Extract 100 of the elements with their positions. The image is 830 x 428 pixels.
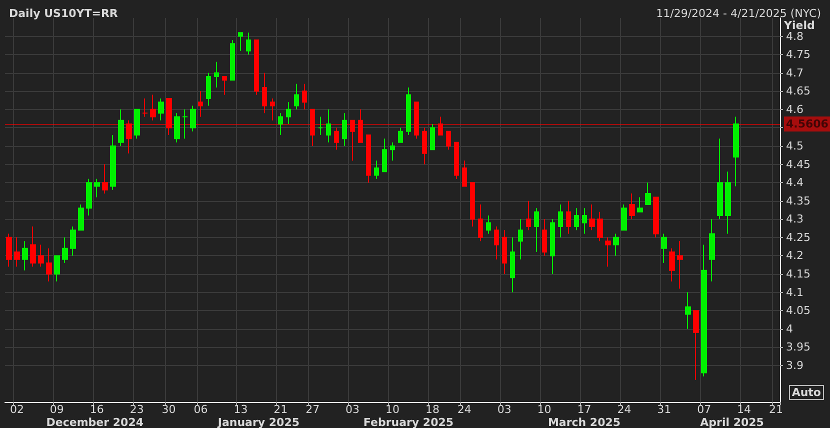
y-tick-label: 4.2 [786,249,804,262]
x-tick-label: 07 [697,403,712,416]
y-tick-label: 4.4 [786,176,804,190]
candlestick [398,127,403,143]
x-tick-label: 31 [657,403,672,416]
candlestick [262,72,267,114]
x-tick-label: 10 [386,403,400,416]
candlestick [190,105,196,132]
y-tick-label: 4.1 [786,286,804,299]
x-tick-label: 24 [457,403,472,416]
auto-button: Auto [788,385,824,400]
candlestick [166,98,172,136]
candlestick [494,226,499,260]
candlestick [46,248,52,282]
candlestick [286,102,291,125]
candlestick [102,164,108,194]
text: March 2025 [548,416,621,428]
ref-line-label: 4.5606 [786,118,829,131]
candlestick [38,244,44,268]
candlestick [142,98,148,118]
candlestick [350,120,355,162]
candlestick [110,134,116,190]
y-tick-label: 4.65 [786,84,810,98]
candlestick [422,127,427,165]
candlestick [206,72,211,106]
candlestick [294,83,299,110]
candlestick [230,39,235,81]
candlestick [174,112,180,143]
x-tick-label: 18 [425,403,440,416]
candlestick [150,94,156,121]
candlestick [462,160,467,187]
candlestick [414,102,419,140]
candlestick [502,230,507,274]
candlestick [582,208,587,234]
x-tick-label: 06 [194,403,208,416]
y-tick-label: 4.8 [786,30,804,43]
candlestick [246,32,251,56]
candlestick [238,32,243,52]
candlestick [733,116,739,187]
y-tick-label: 4.5 [786,140,804,152]
candlestick [725,171,731,234]
candlestick [550,218,555,274]
candlestick [454,142,459,180]
candlestick [78,204,84,231]
candlestick [558,204,563,238]
candlestick [198,90,203,118]
x-tick-label: 13 [234,403,248,416]
candlestick [310,108,315,146]
candlestick [86,178,92,216]
candlestick [661,233,667,264]
candlestick [574,208,579,231]
candlestick [358,108,363,143]
candlestick [438,116,443,136]
y-tick-label: 4.45 [786,158,810,171]
candlestick [222,76,227,96]
candlestick [278,112,283,136]
x-tick-label: 09 [50,403,64,416]
candlestick [302,83,307,110]
y-tick-label: 4.25 [786,230,810,244]
text: December 2024 [46,416,144,428]
candlestick [446,130,451,150]
candlestick [669,248,675,282]
x-tick-label: 16 [90,403,104,416]
candlestick [685,292,691,330]
candlestick [597,211,603,242]
candlestick [326,108,331,143]
candlestick [334,127,339,150]
candlestick [158,98,164,121]
candlestick [62,236,68,264]
candlestick [118,108,124,146]
text: February 2025 [363,416,454,428]
candlestick [701,244,707,377]
y-tick-label: 4.7 [786,66,804,80]
candlestick [534,208,539,253]
candlestick [254,39,259,96]
candlestick [717,138,723,220]
candlestick [14,236,20,268]
y-tick-label: 4.15 [786,268,810,280]
candlestick [126,120,132,154]
x-tick-label: 27 [306,403,320,416]
candlestick [653,196,659,238]
candlestick [486,214,491,234]
candlestick [621,204,627,231]
candlestick [542,218,547,256]
x-tick-label: 03 [346,403,360,416]
candlestick [6,233,12,268]
y-tick-label: 4.6 [786,102,804,116]
candlestick [134,108,140,140]
candlestick [182,108,188,140]
text: April 2025 [700,416,764,428]
candlestick [629,193,635,220]
y-axis-title: Yield [783,18,815,32]
candlestick [30,226,36,268]
x-tick-label: 23 [130,403,144,416]
candlestick [382,138,387,172]
candlestick [270,98,275,121]
candlestick [430,124,435,150]
candlestick [318,116,323,136]
x-tick-label: 02 [10,403,24,416]
y-tick-label: 4.05 [786,304,810,318]
